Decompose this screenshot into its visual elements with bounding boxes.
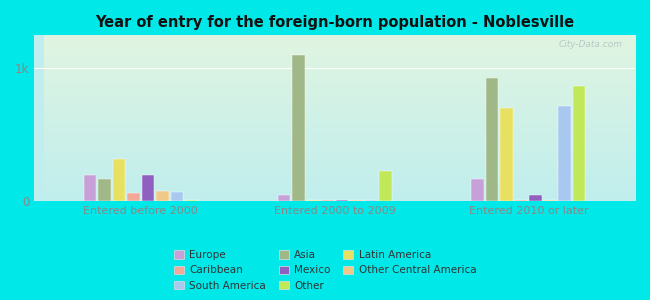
Bar [278, 194, 290, 201]
Bar [365, 200, 377, 201]
Bar [379, 171, 391, 201]
Legend: Europe, Caribbean, South America, Asia, Mexico, Other, Latin America, Other Cent: Europe, Caribbean, South America, Asia, … [170, 246, 480, 295]
Bar [544, 200, 556, 201]
Bar [558, 106, 571, 201]
Bar [142, 175, 154, 201]
Bar [515, 200, 527, 201]
Bar [113, 159, 125, 201]
Bar [185, 200, 198, 201]
Bar [307, 200, 319, 201]
Bar [292, 55, 305, 201]
Bar [471, 178, 484, 201]
Bar [98, 178, 111, 201]
Bar [171, 192, 183, 201]
Bar [529, 194, 542, 201]
Bar [573, 86, 586, 201]
Text: City-Data.com: City-Data.com [559, 40, 623, 49]
Bar [84, 175, 96, 201]
Title: Year of entry for the foreign-born population - Noblesville: Year of entry for the foreign-born popul… [95, 15, 574, 30]
Bar [500, 108, 513, 201]
Bar [321, 200, 333, 201]
Bar [350, 200, 363, 201]
Bar [156, 190, 169, 201]
Bar [486, 78, 499, 201]
Bar [335, 200, 348, 201]
Bar [127, 193, 140, 201]
